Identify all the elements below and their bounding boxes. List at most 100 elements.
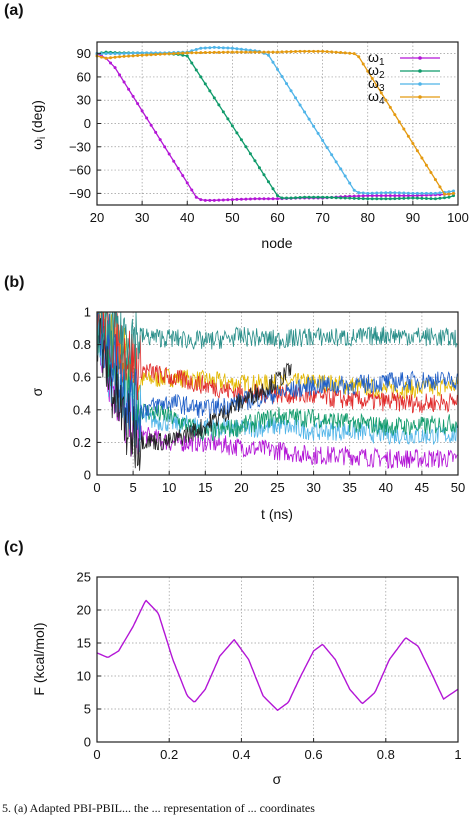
y-tick-label: 25: [77, 570, 91, 585]
data-point: [415, 194, 419, 198]
data-point: [339, 167, 343, 171]
data-point: [433, 191, 437, 195]
data-point: [248, 152, 252, 156]
data-point: [352, 194, 356, 198]
data-point: [266, 50, 270, 54]
data-point: [352, 52, 356, 56]
data-point: [375, 191, 379, 195]
data-point: [194, 48, 198, 52]
legend-marker: [418, 56, 422, 60]
data-point: [158, 52, 162, 56]
data-point: [131, 51, 135, 55]
data-point: [406, 196, 410, 200]
x-tick-label: 35: [342, 480, 356, 495]
x-tick-label: 0.4: [232, 747, 250, 762]
data-point: [402, 194, 406, 198]
sigma-trajectory: [96, 323, 458, 469]
data-point: [415, 191, 419, 195]
data-point: [167, 52, 171, 56]
data-point: [158, 138, 162, 142]
data-point: [100, 52, 104, 56]
x-tick-label: 20: [90, 210, 104, 225]
data-point: [199, 198, 203, 202]
data-point: [145, 116, 149, 120]
data-point: [253, 159, 257, 163]
data-point: [271, 60, 275, 64]
data-point: [321, 138, 325, 142]
data-point: [420, 196, 424, 200]
data-point: [280, 50, 284, 54]
data-point: [217, 50, 221, 54]
data-point: [127, 87, 131, 91]
data-point: [361, 62, 365, 66]
data-point: [420, 191, 424, 195]
data-point: [357, 55, 361, 59]
data-point: [253, 50, 257, 54]
data-point: [221, 50, 225, 54]
y-tick-label: 10: [77, 669, 91, 684]
data-point: [379, 197, 383, 201]
legend-marker: [418, 95, 422, 99]
data-point: [370, 191, 374, 195]
data-point: [208, 50, 212, 54]
data-point: [230, 124, 234, 128]
data-point: [411, 196, 415, 200]
data-point: [352, 196, 356, 200]
data-point: [402, 196, 406, 200]
data-point: [370, 197, 374, 201]
y-tick-label: 20: [77, 603, 91, 618]
data-point: [343, 196, 347, 200]
data-point: [104, 52, 108, 56]
data-point: [420, 156, 424, 160]
panel-a-ylabel: ωi (deg): [29, 100, 48, 150]
data-point: [384, 98, 388, 102]
data-point: [312, 195, 316, 199]
data-point: [122, 80, 126, 84]
data-point: [339, 51, 343, 55]
y-tick-label: 0.6: [73, 370, 91, 385]
x-tick-label: 0.6: [305, 747, 323, 762]
data-point: [289, 89, 293, 93]
y-tick-label: 0: [84, 116, 91, 131]
data-point: [140, 51, 144, 55]
data-point: [442, 196, 446, 200]
data-point: [239, 47, 243, 51]
y-tick-label: 0.8: [73, 337, 91, 352]
y-tick-label: −30: [69, 139, 91, 154]
data-point: [226, 50, 230, 54]
data-point: [230, 198, 234, 202]
x-tick-label: 80: [361, 210, 375, 225]
legend-label: ω1: [368, 49, 385, 68]
data-point: [176, 51, 180, 55]
data-point: [294, 196, 298, 200]
data-point: [334, 196, 338, 200]
x-tick-label: 0.8: [377, 747, 395, 762]
data-point: [325, 146, 329, 150]
data-point: [113, 52, 117, 56]
data-point: [366, 191, 370, 195]
y-tick-label: 0: [84, 468, 91, 483]
x-tick-label: 20: [234, 480, 248, 495]
data-point: [199, 51, 203, 55]
data-point: [131, 94, 135, 98]
data-point: [375, 194, 379, 198]
data-point: [194, 51, 198, 55]
data-point: [271, 197, 275, 201]
data-point: [131, 54, 135, 58]
data-point: [415, 149, 419, 153]
data-point: [303, 49, 307, 53]
data-point: [203, 198, 207, 202]
data-point: [118, 55, 122, 59]
data-point: [316, 131, 320, 135]
panel-a-label: (a): [4, 2, 24, 19]
data-point: [294, 96, 298, 100]
data-point: [221, 110, 225, 114]
data-point: [348, 181, 352, 185]
x-tick-label: 90: [406, 210, 420, 225]
data-point: [127, 51, 131, 55]
data-point: [190, 61, 194, 65]
data-point: [429, 170, 433, 174]
legend-label: ω4: [368, 88, 385, 107]
data-point: [100, 55, 104, 59]
